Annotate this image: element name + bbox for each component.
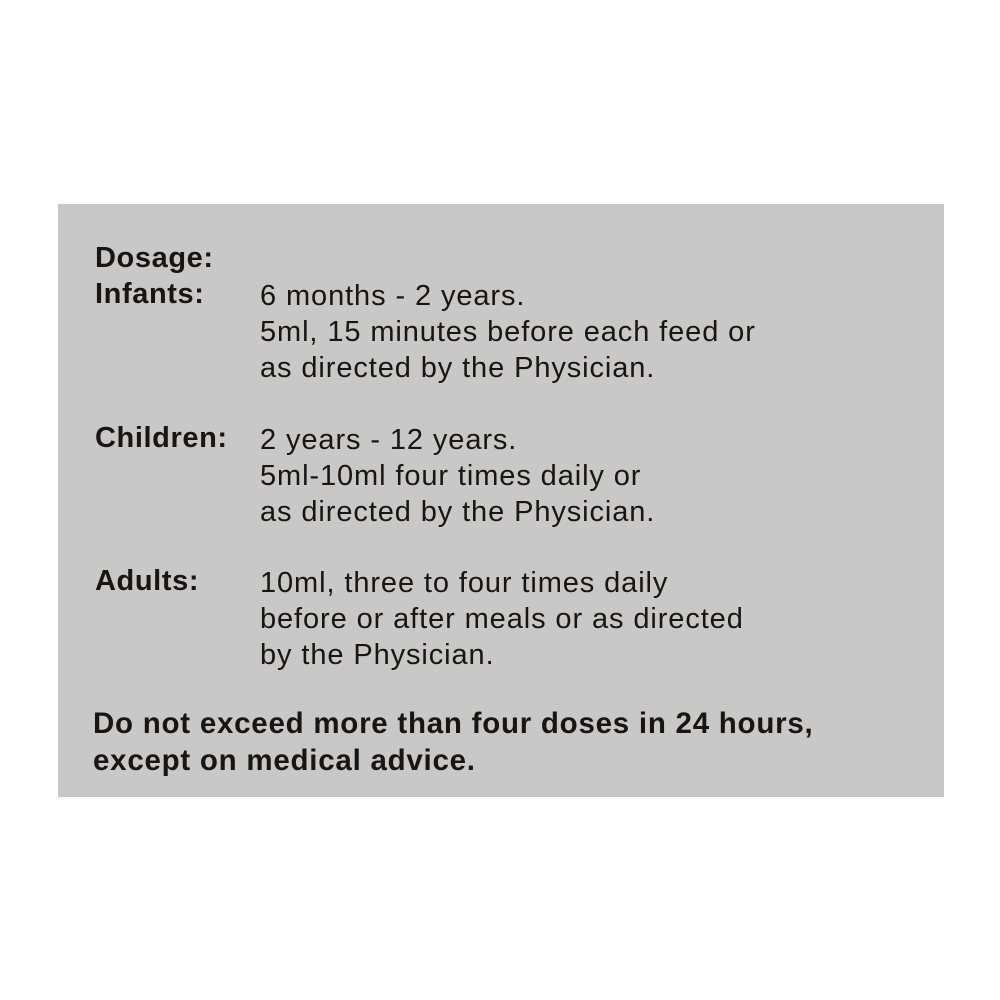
adults-label: Adults: [95,565,200,597]
adults-line: by the Physician. [260,639,495,671]
infants-label: Infants: [95,278,205,310]
children-line: as directed by the Physician. [260,496,656,528]
adults-line: before or after meals or as directed [260,603,744,635]
dosage-label-panel [58,204,944,797]
warning-line: Do not exceed more than four doses in 24… [93,707,814,740]
warning-line: except on medical advice. [93,744,476,777]
children-line: 5ml-10ml four times daily or [260,460,642,492]
infants-line: 5ml, 15 minutes before each feed or [260,316,756,348]
children-line: 2 years - 12 years. [260,424,518,456]
children-label: Children: [95,422,228,454]
infants-line: as directed by the Physician. [260,352,656,384]
dosage-heading: Dosage: [95,242,214,274]
adults-line: 10ml, three to four times daily [260,567,669,599]
infants-line: 6 months - 2 years. [260,280,526,312]
